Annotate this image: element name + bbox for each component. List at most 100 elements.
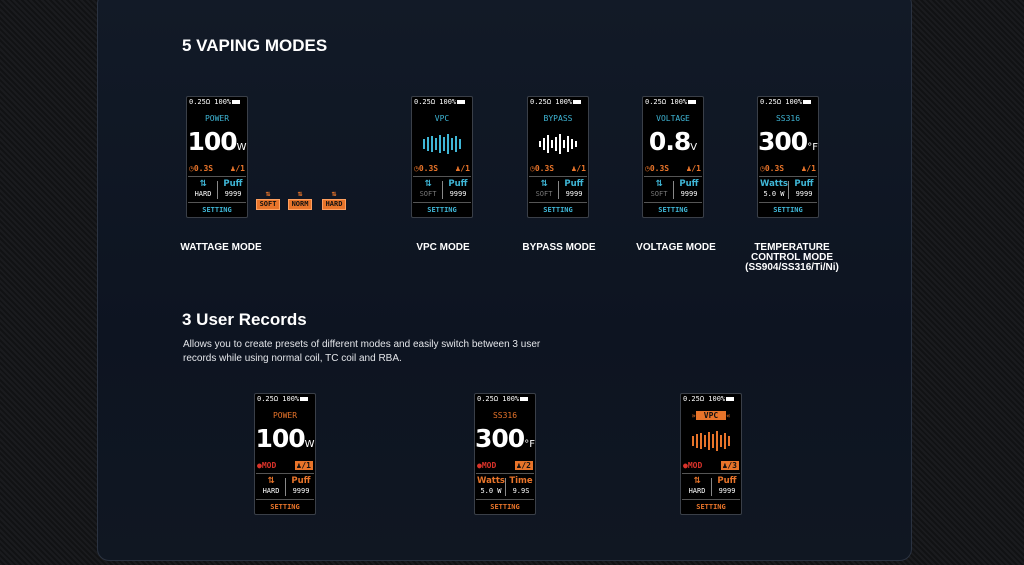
mod-indicator: ●MOD xyxy=(477,461,496,470)
divider xyxy=(188,202,246,203)
graph-bar xyxy=(704,435,706,447)
setting-label: SETTING xyxy=(490,503,520,511)
graph-bar xyxy=(451,138,453,150)
mod-label: MOD xyxy=(481,461,497,470)
status-text: 0.25Ω 100% xyxy=(477,395,520,403)
clock-icon: ◷ xyxy=(530,164,535,173)
device-screen: 0.25Ω 100% POWER 100W ●MOD ♟/1 ⇅ HARD Puff 999… xyxy=(254,393,316,515)
graph-bar xyxy=(439,135,441,153)
left-setting-head: Watts xyxy=(477,476,505,486)
device-screen: 0.25Ω 100% SS316 300°F ●MOD ♟/2 Watts 5.0 W T… xyxy=(474,393,536,515)
user-icon: ♟ xyxy=(801,164,807,173)
right-setting-value: 9999 xyxy=(449,190,467,198)
left-setting-head: ⇅ xyxy=(540,179,548,189)
drop-icon: ● xyxy=(257,461,262,470)
divider xyxy=(505,478,506,496)
bypass-graph-icon xyxy=(536,133,580,155)
stat-row: ●MOD ♟/3 xyxy=(683,461,739,470)
divider xyxy=(476,499,534,500)
graph-bar xyxy=(700,433,702,449)
right-setting: Puff 9999 xyxy=(287,476,315,496)
user-icon: ♟ xyxy=(455,164,461,173)
mod-indicator: ●MOD xyxy=(683,461,702,470)
value-unit: V xyxy=(690,142,698,153)
clock-icon: ◷ xyxy=(645,164,650,173)
right-setting-head: Puff xyxy=(679,179,699,189)
right-setting-value: 9999 xyxy=(680,190,698,198)
user-record: ♟/1 xyxy=(231,164,245,173)
divider xyxy=(188,176,246,177)
value-number: 0.8 xyxy=(648,127,691,156)
user-record: ♟/1 xyxy=(802,164,816,173)
user-record-badge: ♟/2 xyxy=(514,461,533,470)
chevron-right-icon: » xyxy=(691,412,696,420)
main-value: 300°F xyxy=(758,127,818,156)
user-record: ♟/1 xyxy=(572,164,586,173)
value-unit: °F xyxy=(807,142,818,153)
device-screen: 0.25Ω 100% SS316 300°F ◷0.3S ♟/1 Watts 5.0 W … xyxy=(757,96,819,218)
left-setting-head: ⇅ xyxy=(693,476,701,486)
user-icon: ♟ xyxy=(722,461,728,470)
graph-bar xyxy=(567,136,569,152)
left-setting: ⇅ SOFT xyxy=(645,179,673,199)
device-screen: 0.25Ω 100% BYPASS ◷0.3S ♟/1 ⇅ SOFT Puff 9999 … xyxy=(527,96,589,218)
user-record-badge: ♟/3 xyxy=(720,461,739,470)
right-setting-head: Puff xyxy=(564,179,584,189)
power-curve-tag: ⇅ HARD xyxy=(322,190,346,210)
left-setting: ⇅ SOFT xyxy=(530,179,558,199)
divider xyxy=(413,176,471,177)
right-setting-head: Puff xyxy=(717,476,737,486)
puff-time: ◷0.3S xyxy=(645,164,669,173)
status-text: 0.25Ω 100% xyxy=(683,395,726,403)
left-setting-value: SOFT xyxy=(535,190,553,198)
mode-title: POWER xyxy=(204,114,230,123)
divider xyxy=(682,473,740,474)
stat-row: ◷0.3S ♟/1 xyxy=(760,164,816,173)
status-text: 0.25Ω 100% xyxy=(760,98,803,106)
status-bar: 0.25Ω 100% xyxy=(530,98,582,106)
left-setting: ⇅ HARD xyxy=(683,476,711,496)
left-setting-value: SOFT xyxy=(419,190,437,198)
stat-row: ◷0.3S ♟/1 xyxy=(414,164,470,173)
time-value: 0.3S xyxy=(649,164,670,173)
status-text: 0.25Ω 100% xyxy=(530,98,573,106)
graph-bar xyxy=(728,436,730,446)
user-number: /1 xyxy=(806,164,816,173)
graph-bar xyxy=(427,137,429,151)
device-screen: 0.25Ω 100% VPC ◷0.3S ♟/1 ⇅ SOFT Puff 9999 SET… xyxy=(411,96,473,218)
clock-icon: ◷ xyxy=(414,164,419,173)
divider xyxy=(285,478,286,496)
left-setting: Watts 5.0 W xyxy=(477,476,505,496)
up-down-arrows-icon: ⇅ xyxy=(265,189,271,198)
up-down-arrows-icon: ⇅ xyxy=(297,189,303,198)
power-curve-label: HARD xyxy=(322,199,346,210)
mode-label-bypass: BYPASS MODE xyxy=(522,242,596,253)
value-unit: W xyxy=(304,439,315,450)
vaping-modes-heading: 5 VAPING MODES xyxy=(182,36,328,55)
chevron-left-icon: « xyxy=(726,412,731,420)
user-number: /1 xyxy=(235,164,245,173)
clock-icon: ◷ xyxy=(760,164,765,173)
divider xyxy=(413,202,471,203)
right-setting: Puff 9999 xyxy=(560,179,588,199)
status-text: 0.25Ω 100% xyxy=(189,98,232,106)
mod-label: MOD xyxy=(261,461,277,470)
divider xyxy=(644,202,702,203)
user-record: ♟/1 xyxy=(456,164,470,173)
mode-label-temperature: TEMPERATURE CONTROL MODE (SS904/SS316/Ti… xyxy=(745,242,839,273)
status-text: 0.25Ω 100% xyxy=(645,98,688,106)
setting-label: SETTING xyxy=(543,206,573,214)
right-setting-value: 9999 xyxy=(795,190,813,198)
left-setting: ⇅ HARD xyxy=(189,179,217,199)
time-value: 0.3S xyxy=(764,164,785,173)
graph-bar xyxy=(435,138,437,150)
status-text: 0.25Ω 100% xyxy=(257,395,300,403)
setting-label: SETTING xyxy=(270,503,300,511)
left-setting-head: ⇅ xyxy=(424,179,432,189)
vpc-graph-icon xyxy=(420,133,464,155)
battery-icon xyxy=(803,100,812,104)
left-setting-head: ⇅ xyxy=(267,476,275,486)
graph-bar xyxy=(447,134,449,154)
user-number: /3 xyxy=(727,461,737,470)
right-setting-head: Puff xyxy=(223,179,243,189)
